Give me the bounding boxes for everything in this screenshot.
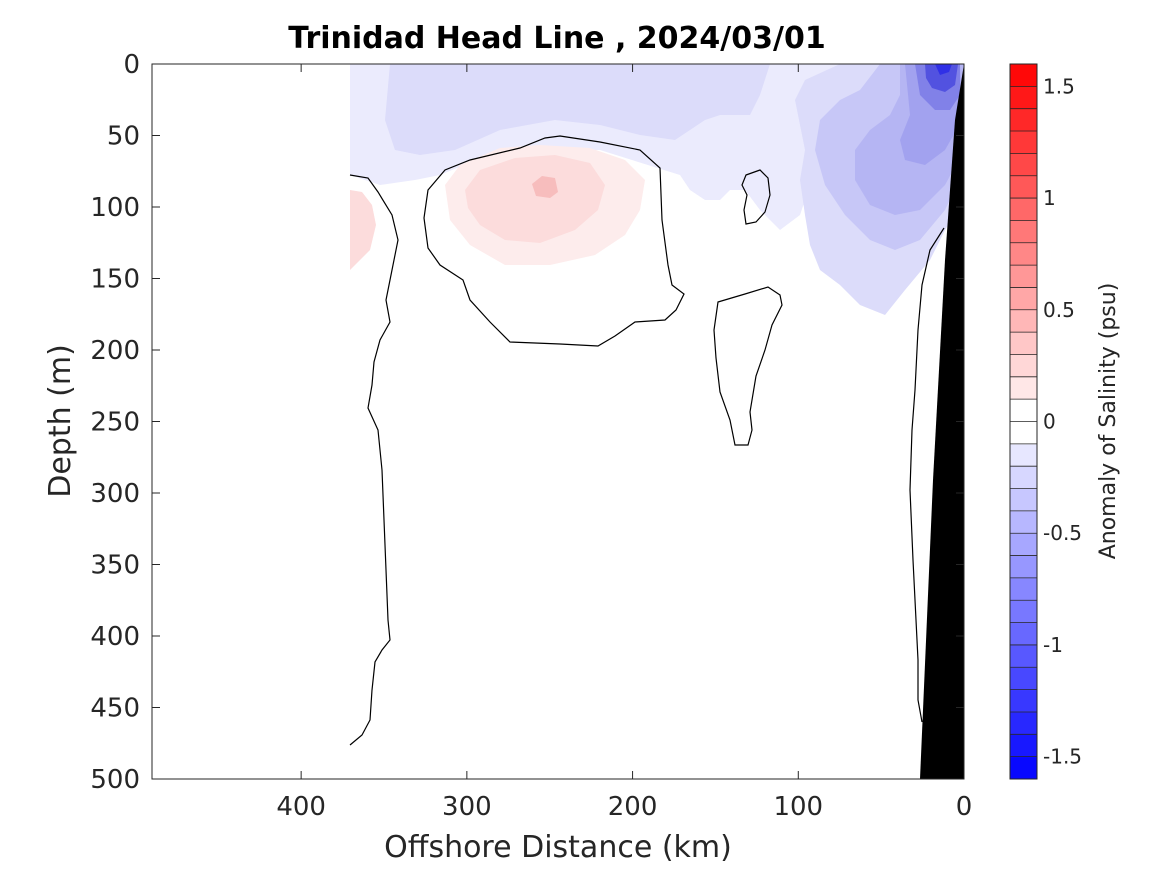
colorbar-swatch [1010,555,1037,579]
colorbar-swatch [1010,667,1037,691]
colorbar-swatch [1010,131,1037,154]
y-tick-label: 400 [90,622,140,652]
colorbar-swatch [1010,689,1037,713]
colorbar-tick-label: -1 [1043,633,1063,657]
colorbar: -1.5 -1 -0.5 0 0.5 1 1.5 [1009,63,1082,780]
colorbar-swatch [1010,108,1037,132]
y-tick-label: 450 [90,694,140,724]
y-tick-label: 150 [90,265,140,295]
colorbar-swatch [1010,354,1037,378]
zero-contour-lines [349,135,945,746]
colorbar-swatch [1010,287,1037,311]
x-tick-label: 100 [773,792,823,822]
colorbar-title: Anomaly of Salinity (psu) [1096,283,1121,560]
colorbar-swatch [1010,622,1037,646]
colorbar-swatch [1010,533,1037,557]
x-tick-label: 400 [276,792,326,822]
x-tick-label: 200 [608,792,658,822]
colorbar-swatch [1010,309,1037,333]
y-tick-label: 0 [123,50,140,80]
colorbar-swatch [1010,600,1037,624]
y-tick-label: 50 [107,122,140,152]
zero-contour-small-upper [741,169,771,225]
y-tick-label: 250 [90,408,140,438]
contour-fill-pos-0.1 [465,155,605,243]
contour-fill-neg-1.2 [935,64,952,75]
colorbar-swatch [1010,332,1037,355]
x-axis-title: Offshore Distance (km) [384,830,732,865]
colorbar-swatch [1010,443,1037,467]
contour-fill-neg-0.2 [385,64,770,155]
y-axis-title: Depth (m) [43,344,78,498]
colorbar-swatch [1010,242,1037,266]
colorbar-swatch [1010,734,1037,758]
filled-contours [350,64,964,315]
colorbar-swatch [1010,577,1037,601]
y-tick-label: 300 [90,479,140,509]
y-tick-label: 350 [90,551,140,581]
colorbar-swatch [1010,64,1037,87]
colorbar-swatch [1010,198,1037,221]
x-tick-label: 300 [442,792,492,822]
colorbar-frame [1009,63,1038,780]
zero-contour-eddy [423,135,685,347]
x-axis: 400 300 200 100 0 [276,64,972,822]
colorbar-swatch [1010,153,1037,177]
colorbar-swatch [1010,265,1037,288]
contour-fill-pos-0.1-offshore [350,190,376,270]
colorbar-swatch [1010,466,1037,490]
colorbar-swatch [1010,756,1037,780]
x-tick-label: 0 [956,792,973,822]
colorbar-tick-label: 0 [1043,410,1056,434]
y-tick-label: 200 [90,336,140,366]
colorbar-swatch [1010,399,1037,422]
colorbar-swatch [1010,175,1037,199]
colorbar-tick-label: 1.5 [1043,74,1075,98]
y-tick-label: 500 [90,765,140,795]
colorbar-swatch [1010,711,1037,735]
zero-contour-nearshore [909,227,945,723]
colorbar-swatch [1010,510,1037,534]
colorbar-swatch [1010,488,1037,512]
colorbar-swatch [1010,421,1037,445]
colorbar-swatch [1010,86,1037,110]
colorbar-tick-label: -0.5 [1043,521,1082,545]
colorbar-swatch [1010,376,1037,400]
colorbar-tick-label: 1 [1043,186,1056,210]
contour-fill-neg-1.0 [925,64,958,92]
zero-contour-offshore [349,174,399,746]
contour-fill-pos-0.2 [532,176,558,198]
colorbar-tick-label: 0.5 [1043,298,1075,322]
colorbar-swatch [1010,644,1037,668]
zero-contour-small-lower [713,286,783,446]
plot-area [151,63,965,780]
y-tick-label: 100 [90,193,140,223]
colorbar-swatch [1010,220,1037,244]
y-axis: 0 50 100 150 200 250 300 350 400 450 500 [90,50,964,795]
colorbar-tick-label: -1.5 [1043,745,1082,769]
bathymetry-shelf [920,64,964,779]
chart-title: Trinidad Head Line , 2024/03/01 [288,21,825,56]
